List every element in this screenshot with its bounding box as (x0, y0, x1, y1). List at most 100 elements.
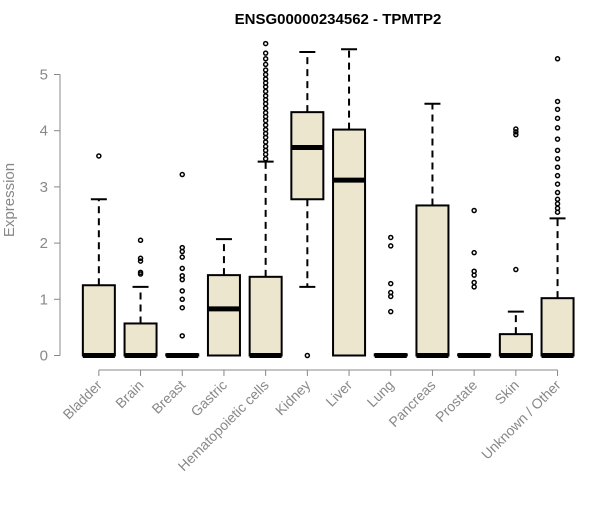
box-brain (123, 237, 158, 358)
box-prostate (457, 207, 492, 358)
y-tick-label: 1 (40, 291, 48, 308)
y-tick-label: 3 (40, 179, 48, 196)
y-tick-label: 0 (40, 348, 48, 365)
outlier-point (137, 237, 144, 244)
box-kidney (290, 51, 325, 359)
outlier-point (554, 98, 561, 105)
outlier-point (262, 71, 269, 78)
outlier-point (513, 129, 519, 135)
x-tick-label: Kidney (272, 377, 314, 419)
outlier-point (513, 266, 519, 273)
outlier-point (179, 333, 185, 339)
outlier-point (179, 244, 185, 251)
box-iqr (248, 275, 283, 357)
outlier-point (554, 189, 561, 196)
outlier-point (554, 56, 561, 62)
x-tick-label: Breast (148, 377, 188, 417)
outlier-point (262, 56, 269, 62)
outlier-point (554, 205, 561, 212)
outlier-point (304, 352, 311, 359)
outlier-point (471, 279, 477, 286)
outlier-point (179, 272, 185, 279)
y-tick-label: 2 (40, 235, 48, 252)
box-breast (165, 171, 200, 358)
boxes (81, 40, 575, 359)
x-tick-label: Unknown / Other (478, 377, 564, 463)
outlier-point (262, 122, 269, 128)
outlier-point (179, 288, 185, 294)
outlier-point (179, 296, 185, 303)
box-iqr (415, 204, 450, 357)
x-tick-label: Prostate (432, 377, 480, 425)
outlier-point (388, 289, 394, 296)
outlier-point (262, 93, 269, 99)
box-unknown-other (540, 56, 575, 358)
outlier-point (554, 106, 561, 113)
outlier-point (388, 243, 394, 249)
outlier-point (179, 265, 185, 272)
outlier-point (513, 126, 519, 132)
outlier-point (262, 50, 269, 56)
box-iqr (81, 284, 116, 357)
outlier-point (137, 255, 144, 262)
outlier-point (262, 143, 269, 150)
outlier-point (554, 115, 561, 122)
outlier-point (262, 126, 269, 133)
outlier-point (262, 105, 269, 111)
box-iqr (332, 128, 367, 357)
y-tick-label: 4 (40, 123, 48, 140)
outlier-point (554, 156, 561, 162)
box-gastric (206, 238, 241, 357)
outlier-point (262, 139, 269, 145)
outlier-point (262, 61, 269, 68)
x-tick-label: Liver (322, 377, 355, 410)
box-lung (373, 234, 408, 358)
box-iqr (123, 322, 158, 357)
outlier-point (388, 234, 394, 241)
outlier-point (554, 196, 561, 203)
x-tick-label: Bladder (60, 377, 106, 423)
outlier-point (554, 201, 561, 207)
box-bladder (81, 153, 116, 358)
outlier-point (179, 304, 185, 311)
x-tick-label: Brain (112, 377, 146, 411)
y-tick-label: 5 (40, 67, 48, 84)
outlier-point (554, 147, 561, 154)
outlier-point (262, 67, 269, 73)
chart-title: ENSG00000234562 - TPMTP2 (235, 11, 442, 28)
outlier-point (262, 88, 269, 95)
box-iqr (290, 111, 325, 201)
outlier-point (554, 172, 561, 179)
outlier-point (137, 269, 144, 276)
outlier-point (554, 136, 561, 142)
outlier-point (262, 40, 269, 47)
x-tick-label: Lung (364, 377, 397, 410)
outlier-point (471, 268, 477, 274)
outlier-point (96, 153, 102, 159)
outlier-point (262, 76, 269, 82)
outlier-point (388, 280, 394, 287)
outlier-point (554, 181, 561, 187)
y-axis-label: Expression (1, 163, 18, 237)
box-hematopoietic-cells (248, 40, 283, 358)
outlier-point (388, 308, 394, 315)
outlier-point (137, 258, 144, 264)
outlier-point (179, 254, 185, 260)
outlier-point (554, 164, 561, 170)
outlier-point (471, 284, 477, 290)
box-iqr (498, 333, 533, 357)
outlier-point (471, 249, 477, 256)
box-pancreas (415, 102, 450, 358)
outlier-point (554, 125, 561, 131)
box-iqr (206, 274, 241, 357)
box-liver (332, 48, 367, 357)
box-skin (498, 126, 533, 358)
outlier-point (513, 131, 519, 138)
outlier-point (471, 207, 477, 214)
outlier-point (262, 156, 269, 162)
outlier-point (262, 109, 269, 116)
outlier-point (179, 171, 185, 178)
box-iqr (540, 297, 575, 357)
